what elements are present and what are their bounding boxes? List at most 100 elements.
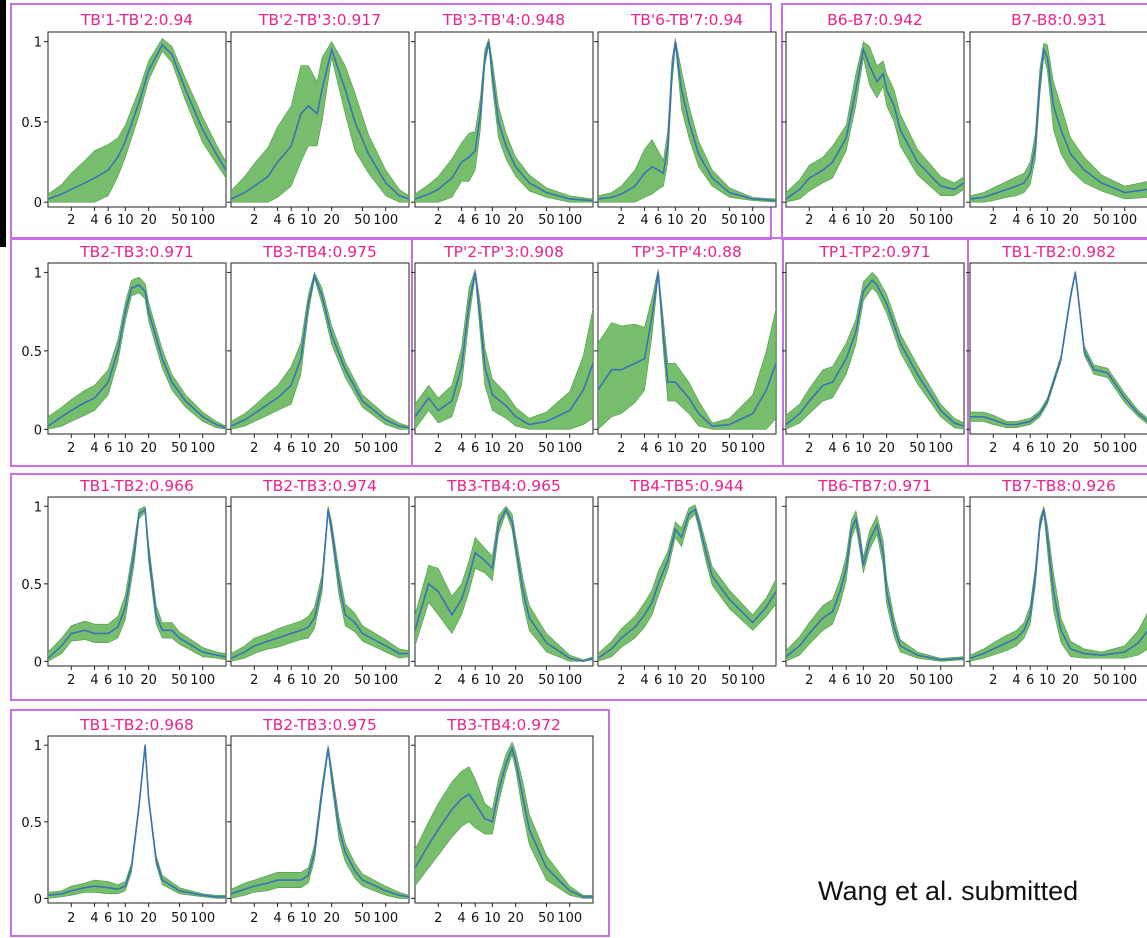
confidence-band: [598, 38, 776, 203]
confidence-band: [415, 505, 593, 662]
x-tick-label: 2: [250, 911, 258, 926]
x-tick-label: 6: [287, 213, 295, 228]
x-tick-label: 4: [457, 441, 465, 456]
x-tick-label: 4: [90, 213, 98, 228]
x-tick-label: 10: [117, 213, 134, 228]
x-tick-label: 6: [842, 213, 850, 228]
x-tick-label: 10: [300, 441, 317, 456]
x-tick-label: 100: [190, 673, 215, 688]
x-tick-label: 2: [67, 213, 75, 228]
subplot-title: TB6-TB7:0.971: [817, 477, 932, 495]
x-tick-label: 10: [300, 911, 317, 926]
x-tick-label: 50: [1093, 441, 1110, 456]
subplot-title: TB4-TB5:0.944: [629, 477, 744, 495]
subplot-title: TB2-TB3:0.971: [79, 243, 194, 261]
x-tick-label: 20: [140, 673, 157, 688]
subplot-title: TB'1-TB'2:0.94: [80, 11, 193, 29]
x-tick-label: 50: [354, 911, 371, 926]
x-tick-label: 50: [171, 673, 188, 688]
subplot: TP1-TP2:0.971 2 4 6 10 20 50 100: [782, 243, 965, 456]
x-tick-label: 4: [1012, 213, 1020, 228]
x-tick-label: 6: [654, 441, 662, 456]
x-tick-label: 10: [300, 673, 317, 688]
x-tick-label: 4: [273, 911, 281, 926]
x-tick-label: 20: [878, 673, 895, 688]
x-tick-label: 6: [471, 911, 479, 926]
mean-line: [415, 41, 593, 202]
x-tick-label: 100: [740, 441, 765, 456]
x-tick-label: 100: [373, 441, 398, 456]
subplot: TB3-TB4:0.975 2 4 6 10 20 50 100: [227, 243, 410, 456]
x-tick-label: 20: [323, 213, 340, 228]
plot-frame: [969, 496, 1147, 667]
y-tick-label: 0.5: [21, 345, 42, 360]
x-tick-label: 2: [434, 673, 442, 688]
x-tick-label: 4: [828, 213, 836, 228]
plot-frame: [230, 735, 410, 904]
x-tick-label: 20: [507, 911, 524, 926]
x-tick-label: 10: [667, 673, 684, 688]
x-tick-label: 6: [654, 673, 662, 688]
subplot: TB3-TB4:0.965 2 4 6 10 20 50 100: [411, 477, 594, 688]
y-tick-label: 1: [34, 36, 42, 51]
x-tick-label: 20: [140, 441, 157, 456]
x-tick-label: 6: [1026, 441, 1034, 456]
subplot: TB2-TB3:0.974 2 4 6 10 20 50 100: [227, 477, 410, 688]
subplot: TB4-TB5:0.944 2 4 6 10 20 50 100: [594, 477, 777, 688]
mean-line: [48, 284, 226, 429]
y-tick-label: 1: [34, 739, 42, 754]
subplot: TP'3-TP'4:0.88 2 4 6 10 20 50 100: [594, 243, 777, 456]
x-tick-label: 4: [640, 213, 648, 228]
mean-line: [231, 46, 409, 200]
x-tick-label: 10: [667, 213, 684, 228]
group-box: [967, 237, 1147, 467]
x-tick-label: 2: [67, 441, 75, 456]
x-tick-label: 10: [117, 911, 134, 926]
confidence-band: [415, 741, 593, 899]
x-tick-label: 6: [287, 673, 295, 688]
x-tick-label: 100: [557, 911, 582, 926]
x-tick-label: 50: [721, 441, 738, 456]
x-tick-label: 100: [740, 673, 765, 688]
x-tick-label: 20: [507, 673, 524, 688]
x-tick-label: 50: [171, 213, 188, 228]
subplot-title: TB1-TB2:0.968: [79, 716, 194, 734]
confidence-band: [598, 269, 776, 430]
subplot-title: TB3-TB4:0.975: [262, 243, 377, 261]
x-tick-label: 100: [190, 911, 215, 926]
x-tick-label: 100: [373, 911, 398, 926]
x-tick-label: 2: [67, 911, 75, 926]
y-tick-label: 0: [34, 655, 42, 670]
subplot-title: TB2-TB3:0.975: [262, 716, 377, 734]
x-tick-label: 6: [1026, 213, 1034, 228]
y-tick-label: 0: [34, 892, 42, 907]
confidence-band: [786, 271, 964, 430]
y-tick-label: 1: [34, 266, 42, 281]
x-tick-label: 6: [104, 673, 112, 688]
confidence-band: [48, 276, 226, 430]
x-tick-label: 4: [457, 673, 465, 688]
x-tick-label: 20: [140, 911, 157, 926]
x-tick-label: 50: [538, 911, 555, 926]
x-tick-label: 10: [1039, 673, 1056, 688]
subplot-title: TB'3-TB'4:0.948: [442, 11, 565, 29]
x-tick-label: 2: [989, 213, 997, 228]
y-tick-label: 0.5: [21, 816, 42, 831]
x-tick-label: 100: [928, 441, 953, 456]
x-tick-label: 4: [457, 213, 465, 228]
x-tick-label: 4: [828, 441, 836, 456]
subplot-title: TB7-TB8:0.926: [1001, 477, 1116, 495]
confidence-band: [231, 41, 409, 203]
mean-line: [786, 279, 964, 427]
subplot: TB3-TB4:0.972 2 4 6 10 20 50 100: [411, 716, 594, 926]
subplot-title: TP'2-TP'3:0.908: [443, 243, 564, 261]
x-tick-label: 4: [90, 673, 98, 688]
subplot-title: TP1-TP2:0.971: [818, 243, 930, 261]
confidence-band: [48, 505, 226, 662]
x-tick-label: 50: [909, 673, 926, 688]
x-tick-label: 20: [690, 441, 707, 456]
x-tick-label: 50: [909, 441, 926, 456]
x-tick-label: 20: [507, 441, 524, 456]
x-tick-label: 4: [457, 911, 465, 926]
